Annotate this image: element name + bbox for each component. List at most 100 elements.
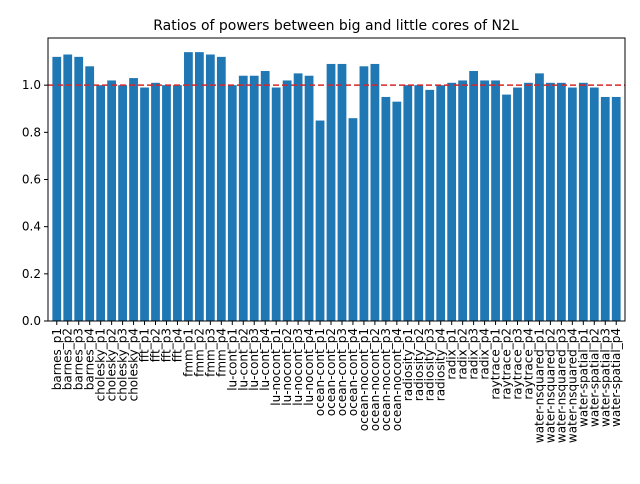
y-tick-label: 0.0 xyxy=(22,314,41,328)
x-tick-label: fft_p1 xyxy=(138,328,152,362)
bar xyxy=(293,73,303,321)
x-tick-label: lu-nocont_p3 xyxy=(291,328,305,406)
x-tick-label: water-nsquared_p3 xyxy=(554,328,568,443)
bar xyxy=(447,82,457,321)
x-tick-label: radix_p3 xyxy=(467,328,481,380)
x-tick-label: fmm_p4 xyxy=(214,328,228,377)
x-tick-label: raytrace_p3 xyxy=(510,328,524,400)
x-tick-label: lu-nocont_p4 xyxy=(302,328,316,406)
bar xyxy=(238,75,248,321)
x-tick-label: cholesky_p2 xyxy=(105,328,119,401)
bar xyxy=(52,56,62,321)
x-tick-label: ocean-nocont_p2 xyxy=(368,328,382,431)
x-tick-label: ocean-nocont_p3 xyxy=(379,328,393,431)
x-tick-label: ocean-nocont_p4 xyxy=(390,328,404,431)
x-tick-label: lu-nocont_p1 xyxy=(269,328,283,406)
bar xyxy=(271,87,281,322)
x-tick-label: radiosity_p3 xyxy=(423,328,437,401)
y-tick-label: 1.0 xyxy=(22,78,41,92)
x-tick-label: radix_p4 xyxy=(478,328,492,380)
x-tick-label: radiosity_p4 xyxy=(434,328,448,401)
bar xyxy=(227,85,237,322)
bar xyxy=(600,96,610,321)
x-tick-label: barnes_p2 xyxy=(61,328,75,390)
bar xyxy=(535,73,544,321)
x-tick-label: cholesky_p3 xyxy=(116,328,130,401)
x-tick-label: water-spatial_p3 xyxy=(598,328,612,427)
x-tick-label: fmm_p2 xyxy=(192,328,206,377)
bar xyxy=(184,52,193,322)
chart-title: Ratios of powers between big and little … xyxy=(153,18,519,34)
bar xyxy=(216,56,226,321)
x-tick-label: ocean-nocont_p1 xyxy=(357,328,371,431)
y-tick-label: 0.6 xyxy=(22,173,41,187)
bar xyxy=(425,89,435,321)
bar xyxy=(304,75,314,321)
x-tick-label: radiosity_p2 xyxy=(412,328,426,401)
bar xyxy=(524,82,533,321)
bar xyxy=(578,82,588,321)
bar xyxy=(502,94,511,321)
bar xyxy=(348,118,358,321)
bar xyxy=(414,85,424,322)
bar xyxy=(403,85,413,322)
x-tick-label: barnes_p4 xyxy=(83,328,97,390)
bar xyxy=(96,85,106,322)
bar xyxy=(85,66,95,321)
y-tick-label: 0.2 xyxy=(22,267,41,281)
x-tick-label: lu-cont_p1 xyxy=(225,328,239,391)
bar xyxy=(326,63,336,322)
plot-frame xyxy=(47,37,626,322)
bar xyxy=(315,120,325,322)
bar xyxy=(491,80,500,321)
bar xyxy=(469,71,479,322)
bar xyxy=(337,63,347,322)
bar xyxy=(194,52,204,322)
bar xyxy=(151,82,160,321)
bar xyxy=(260,71,270,322)
bar xyxy=(118,85,127,322)
bar xyxy=(359,66,369,321)
x-tick-label: cholesky_p4 xyxy=(127,328,141,401)
bar xyxy=(74,56,84,321)
y-tick-label: 0.8 xyxy=(22,125,41,139)
x-tick-label: lu-cont_p4 xyxy=(258,328,272,391)
y-tick-label: 0.4 xyxy=(22,220,41,234)
bar xyxy=(381,96,391,321)
bar xyxy=(436,85,446,322)
x-tick-label: lu-cont_p3 xyxy=(247,328,261,391)
x-tick-label: water-nsquared_p4 xyxy=(565,328,579,443)
bar xyxy=(546,82,555,321)
x-tick-label: lu-cont_p2 xyxy=(236,328,250,391)
bar xyxy=(392,101,402,321)
bar xyxy=(162,85,171,322)
x-tick-label: barnes_p1 xyxy=(50,328,64,390)
bar xyxy=(249,75,259,321)
x-tick-label: ocean-cont_p1 xyxy=(313,328,327,416)
x-tick-label: fmm_p1 xyxy=(181,328,195,377)
x-tick-label: fft_p4 xyxy=(170,328,184,362)
x-tick-label: water-spatial_p4 xyxy=(609,328,623,427)
x-tick-label: water-spatial_p2 xyxy=(587,328,601,427)
bar xyxy=(140,87,149,322)
bar xyxy=(370,63,380,322)
x-tick-label: raytrace_p1 xyxy=(489,328,503,400)
x-tick-label: water-spatial_p1 xyxy=(576,328,590,427)
x-tick-label: fft_p2 xyxy=(149,328,163,362)
bar xyxy=(205,54,215,322)
x-tick-label: barnes_p3 xyxy=(72,328,86,390)
x-tick-label: cholesky_p1 xyxy=(94,328,108,401)
x-tick-label: raytrace_p2 xyxy=(500,328,514,400)
x-tick-label: radiosity_p1 xyxy=(401,328,415,401)
bar xyxy=(282,80,292,321)
bar xyxy=(458,80,468,321)
bar xyxy=(513,87,522,322)
bar xyxy=(611,96,621,321)
x-tick-label: radix_p1 xyxy=(445,328,459,380)
bar xyxy=(107,80,117,321)
x-tick-label: radix_p2 xyxy=(456,328,470,380)
x-tick-label: lu-nocont_p2 xyxy=(280,328,294,406)
x-tick-label: water-nsquared_p2 xyxy=(543,328,557,443)
x-tick-label: water-nsquared_p1 xyxy=(532,328,546,443)
